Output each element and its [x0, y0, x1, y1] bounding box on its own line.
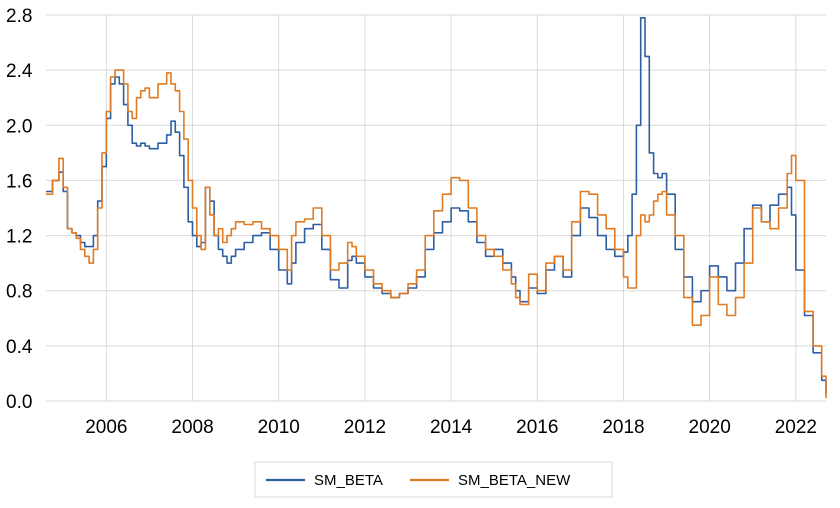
- y-axis-tick-labels: 0.0 0.4 0.8 1.2 1.6 2.0 2.4 2.8: [6, 6, 33, 413]
- legend: SM_BETA SM_BETA_NEW: [254, 461, 613, 498]
- x-tick-label: 2008: [171, 417, 213, 438]
- grid: [46, 14, 826, 402]
- y-tick-label: 0.4: [6, 337, 33, 358]
- x-tick-label: 2016: [516, 417, 558, 438]
- series-line-sm-beta: [46, 17, 827, 395]
- x-tick-label: 2014: [430, 417, 473, 438]
- x-tick-label: 2020: [689, 417, 731, 438]
- series-lines: [46, 17, 827, 399]
- legend-label: SM_BETA: [314, 472, 383, 489]
- x-tick-label: 2018: [602, 417, 644, 438]
- y-tick-label: 2.0: [6, 116, 32, 137]
- x-tick-label: 2010: [258, 417, 300, 438]
- y-tick-label: 1.2: [6, 227, 32, 248]
- y-tick-label: 2.4: [6, 61, 33, 82]
- x-tick-label: 2006: [85, 417, 127, 438]
- x-axis-tick-labels: 2006 2008 2010 2012 2014 2016 2018 2020 2022: [85, 417, 817, 438]
- legend-label: SM_BETA_NEW: [458, 472, 571, 489]
- series-line-sm-beta-new: [46, 69, 827, 399]
- y-tick-label: 0.8: [6, 282, 32, 303]
- x-tick-label: 2022: [775, 417, 817, 438]
- y-tick-label: 2.8: [6, 6, 32, 27]
- y-tick-label: 0.0: [6, 392, 32, 413]
- x-tick-label: 2012: [344, 417, 386, 438]
- y-tick-label: 1.6: [6, 171, 32, 192]
